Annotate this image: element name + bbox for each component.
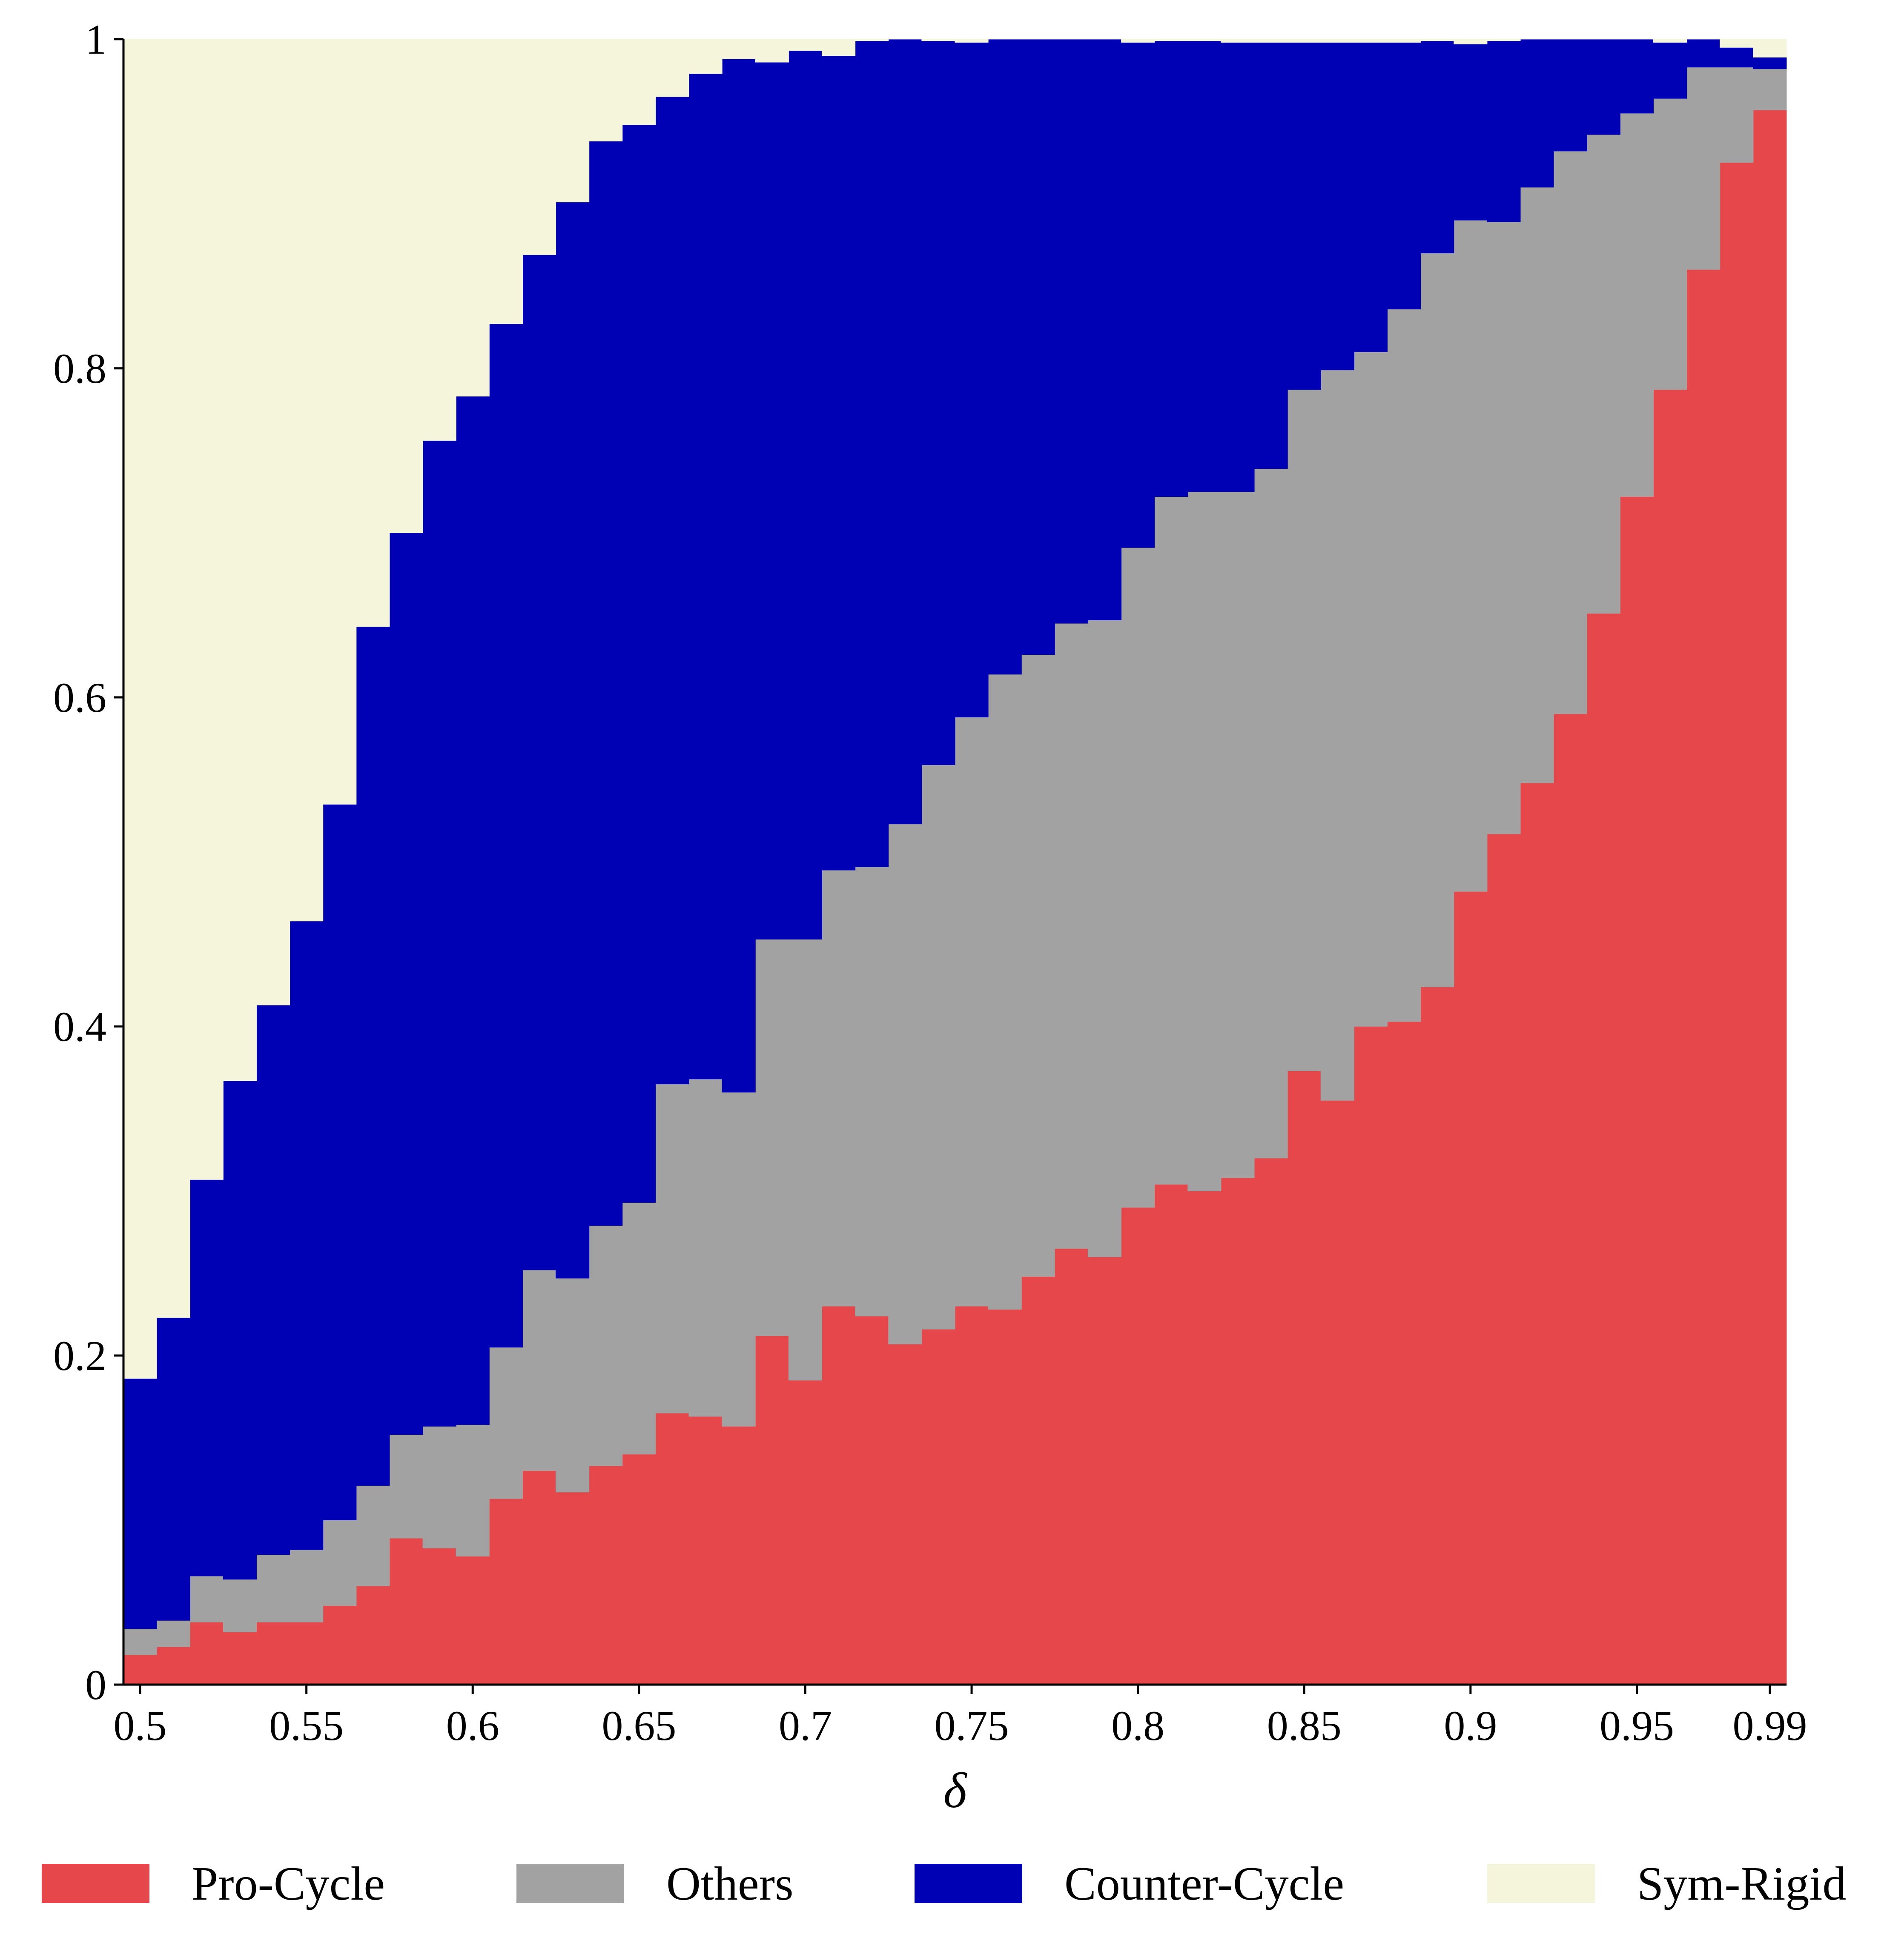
y-tick-label: 1 [85, 16, 106, 63]
y-tick-label: 0.6 [53, 674, 106, 721]
x-ticks: 0.5 0.55 0.6 0.65 0.7 0.75 0.8 0.85 0.9 0.95 0.99 [114, 1685, 1807, 1749]
axes-layer [122, 39, 1786, 1686]
x-tick-label: 0.55 [269, 1702, 344, 1749]
x-tick-label: 0.9 [1444, 1702, 1497, 1749]
legend-label-others: Others [666, 1857, 794, 1910]
legend-label-counter-cycle: Counter-Cycle [1064, 1857, 1344, 1910]
legend-swatch-others [516, 1864, 624, 1903]
legend: Pro-Cycle Others Counter-Cycle Sym-Rigid [42, 1857, 1847, 1910]
x-tick-label: 0.7 [779, 1702, 832, 1749]
legend-swatch-counter-cycle [915, 1864, 1022, 1903]
y-tick-label: 0.2 [53, 1332, 106, 1379]
y-tick-label: 0.8 [53, 345, 106, 392]
x-tick-label: 0.5 [114, 1702, 167, 1749]
x-tick-label: 0.8 [1111, 1702, 1164, 1749]
y-tick-label: 0 [85, 1661, 106, 1708]
legend-swatch-pro-cycle [42, 1864, 149, 1903]
legend-swatch-sym-rigid [1487, 1864, 1595, 1903]
x-tick-label: 0.95 [1600, 1702, 1674, 1749]
x-tick-label: 0.65 [602, 1702, 676, 1749]
x-tick-label: 0.75 [935, 1702, 1009, 1749]
y-ticks: 0 0.2 0.4 0.6 0.8 1 [53, 16, 123, 1708]
y-tick-label: 0.4 [53, 1003, 106, 1050]
x-axis-label: δ [943, 1763, 968, 1818]
area-layer [123, 39, 1787, 1685]
x-tick-label: 0.99 [1732, 1702, 1807, 1749]
x-tick-label: 0.85 [1267, 1702, 1342, 1749]
legend-label-pro-cycle: Pro-Cycle [192, 1857, 385, 1910]
legend-label-sym-rigid: Sym-Rigid [1637, 1857, 1847, 1910]
x-tick-label: 0.6 [446, 1702, 499, 1749]
area-sym-rigid [123, 39, 1787, 1379]
